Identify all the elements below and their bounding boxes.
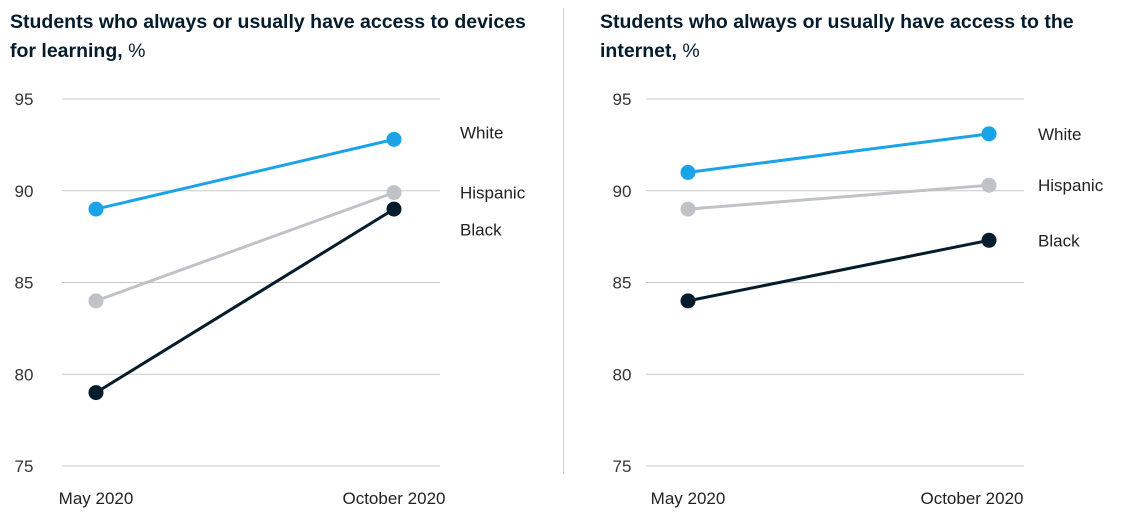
data-point-white [386,131,402,147]
y-tick-label: 85 [613,274,632,293]
chart-title-unit: % [128,40,146,62]
data-point-black [680,293,696,309]
data-point-hispanic [88,293,104,309]
data-point-black [386,201,402,217]
series-label-black: Black [460,221,502,240]
chart-panel-internet: Students who always or usually have acce… [598,0,1123,512]
panel-divider [563,8,564,474]
series-label-white: White [1038,125,1081,144]
data-point-white [680,164,696,180]
chart-title-unit: % [682,40,700,62]
data-point-black [981,232,997,248]
x-tick-label: October 2020 [342,489,445,508]
y-tick-label: 75 [613,457,632,476]
y-tick-label: 95 [15,90,34,109]
line-chart-internet: 95 90 85 80 75 May 2020 October 2020 White Hispa… [613,90,1104,508]
data-point-hispanic [680,201,696,217]
x-tick-label: May 2020 [59,489,134,508]
series-line-black [687,238,990,303]
series-line-white [687,132,990,174]
chart-panel-devices: Students who always or usually have acce… [0,0,560,512]
data-point-hispanic [981,177,997,193]
y-tick-label: 90 [613,182,632,201]
series-line-hispanic [687,183,990,211]
y-tick-label: 80 [15,365,34,384]
y-tick-label: 95 [613,90,632,109]
series-label-black: Black [1038,231,1080,250]
y-tick-label: 85 [15,274,34,293]
x-tick-label: October 2020 [920,489,1023,508]
data-point-black [88,385,104,401]
chart-title-internet: Students who always or usually have acce… [600,8,1120,66]
y-tick-label: 75 [15,457,34,476]
series-label-hispanic: Hispanic [1038,176,1104,195]
data-point-hispanic [386,185,402,201]
chart-title-text: Students who always or usually have acce… [600,11,1074,62]
data-point-white [88,201,104,217]
data-point-white [981,126,997,142]
series-line-black [95,207,395,394]
x-tick-label: May 2020 [651,489,726,508]
y-tick-label: 80 [613,365,632,384]
series-label-white: White [460,123,503,142]
series-label-hispanic: Hispanic [460,184,526,203]
chart-title-devices: Students who always or usually have acce… [10,8,530,66]
series-line-hispanic [95,191,395,303]
chart-title-text: Students who always or usually have acce… [10,11,526,62]
line-chart-devices: 95 90 85 80 75 May 2020 October 2020 White Hispa… [15,90,526,508]
series-line-white [95,137,395,211]
y-tick-label: 90 [15,182,34,201]
